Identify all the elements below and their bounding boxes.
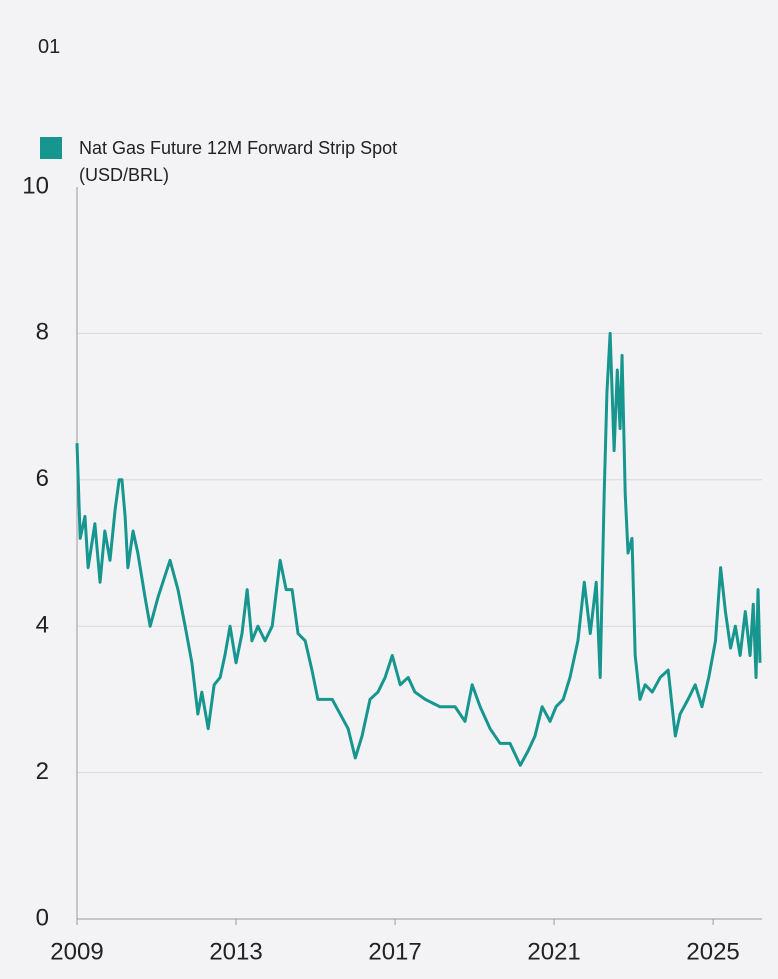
x-tick-label: 2017 bbox=[368, 938, 421, 965]
y-tick-label: 0 bbox=[36, 904, 49, 931]
x-tick-label: 2021 bbox=[527, 938, 580, 965]
legend-label: Nat Gas Future 12M Forward Strip Spot (U… bbox=[79, 138, 398, 185]
x-tick-label: 2009 bbox=[50, 938, 103, 965]
chart-title: 01 bbox=[38, 36, 61, 58]
y-tick-label: 8 bbox=[36, 319, 49, 346]
y-tick-label: 6 bbox=[36, 465, 49, 492]
data-line bbox=[75, 331, 762, 767]
y-tick-label: 2 bbox=[36, 758, 49, 785]
legend-swatch bbox=[40, 137, 62, 159]
legend: Nat Gas Future 12M Forward Strip Spot (U… bbox=[40, 137, 409, 189]
x-tick-label: 2025 bbox=[686, 938, 739, 965]
y-tick-label: 10 bbox=[22, 172, 49, 199]
x-tick-label: 2013 bbox=[209, 938, 262, 965]
y-tick-label: 4 bbox=[36, 612, 49, 639]
